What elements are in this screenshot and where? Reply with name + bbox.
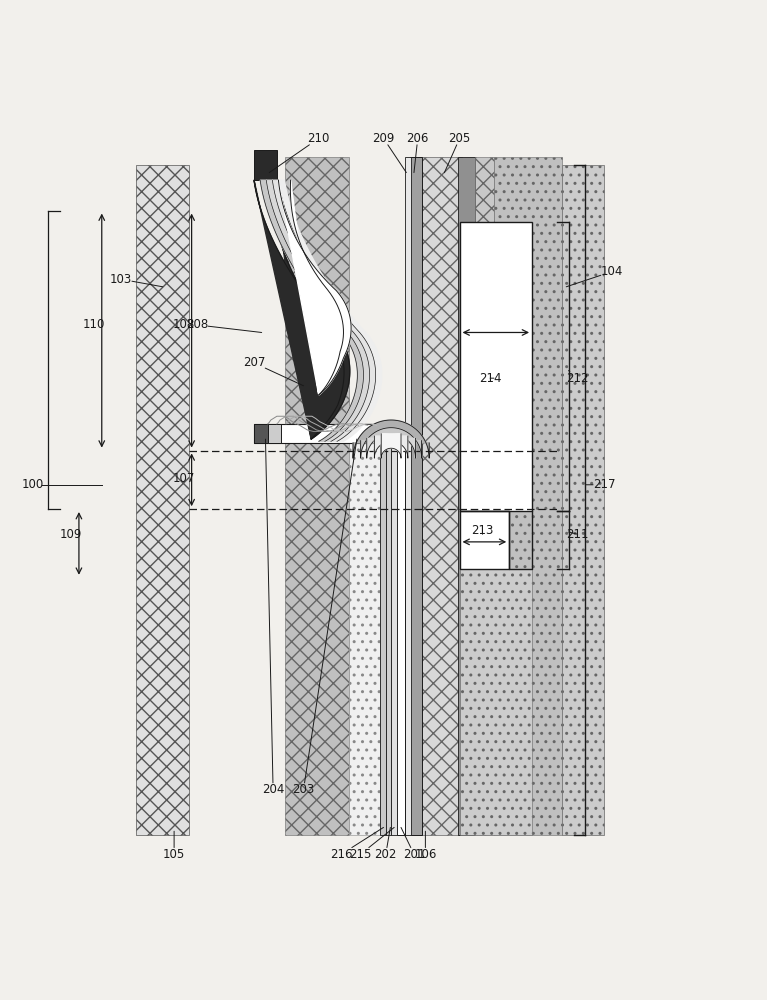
Polygon shape bbox=[374, 436, 408, 458]
Text: 108: 108 bbox=[173, 318, 195, 331]
Text: 216: 216 bbox=[331, 827, 384, 861]
Polygon shape bbox=[272, 180, 376, 441]
Text: 212: 212 bbox=[566, 371, 589, 385]
Bar bbox=[420, 157, 462, 835]
Text: 110: 110 bbox=[83, 318, 105, 331]
Text: 201: 201 bbox=[401, 827, 425, 861]
Text: 106: 106 bbox=[414, 831, 436, 861]
Polygon shape bbox=[381, 434, 401, 458]
Bar bbox=[410, 157, 422, 835]
Bar bbox=[285, 157, 349, 835]
Polygon shape bbox=[360, 428, 422, 458]
Bar bbox=[254, 150, 277, 180]
Polygon shape bbox=[278, 180, 351, 395]
Polygon shape bbox=[367, 434, 416, 458]
Bar bbox=[459, 222, 532, 511]
Text: 208: 208 bbox=[186, 318, 262, 332]
Bar bbox=[405, 157, 411, 835]
Bar bbox=[459, 511, 509, 569]
Text: 213: 213 bbox=[471, 524, 494, 537]
Text: 100: 100 bbox=[22, 478, 44, 491]
Text: 109: 109 bbox=[60, 528, 83, 541]
Bar bbox=[562, 165, 604, 835]
Text: 211: 211 bbox=[566, 528, 589, 541]
Bar bbox=[494, 157, 562, 835]
Bar bbox=[458, 157, 475, 835]
Polygon shape bbox=[260, 180, 364, 441]
Bar bbox=[391, 439, 397, 835]
Text: 205: 205 bbox=[444, 132, 471, 173]
Polygon shape bbox=[353, 420, 430, 458]
Text: 210: 210 bbox=[269, 132, 330, 173]
Bar bbox=[254, 424, 380, 443]
Bar bbox=[349, 439, 380, 835]
Bar bbox=[136, 165, 189, 835]
Text: 104: 104 bbox=[566, 265, 623, 287]
Text: 103: 103 bbox=[110, 273, 163, 287]
Bar bbox=[380, 439, 386, 835]
Bar bbox=[268, 424, 281, 443]
Text: 204: 204 bbox=[262, 439, 285, 796]
Bar bbox=[397, 439, 405, 835]
Text: 217: 217 bbox=[585, 478, 616, 491]
Text: 207: 207 bbox=[243, 356, 304, 386]
Polygon shape bbox=[266, 180, 370, 441]
Bar bbox=[254, 424, 268, 443]
Bar bbox=[459, 569, 532, 835]
Text: 215: 215 bbox=[350, 827, 394, 861]
Text: 209: 209 bbox=[372, 132, 407, 173]
Text: 107: 107 bbox=[173, 472, 195, 485]
Polygon shape bbox=[278, 180, 382, 441]
Text: 206: 206 bbox=[407, 132, 429, 173]
Bar bbox=[386, 439, 391, 835]
Polygon shape bbox=[254, 180, 350, 439]
Text: 214: 214 bbox=[479, 372, 502, 385]
Text: 105: 105 bbox=[163, 831, 185, 861]
Text: 203: 203 bbox=[292, 439, 357, 796]
Text: 202: 202 bbox=[374, 827, 397, 861]
Bar bbox=[475, 157, 494, 835]
